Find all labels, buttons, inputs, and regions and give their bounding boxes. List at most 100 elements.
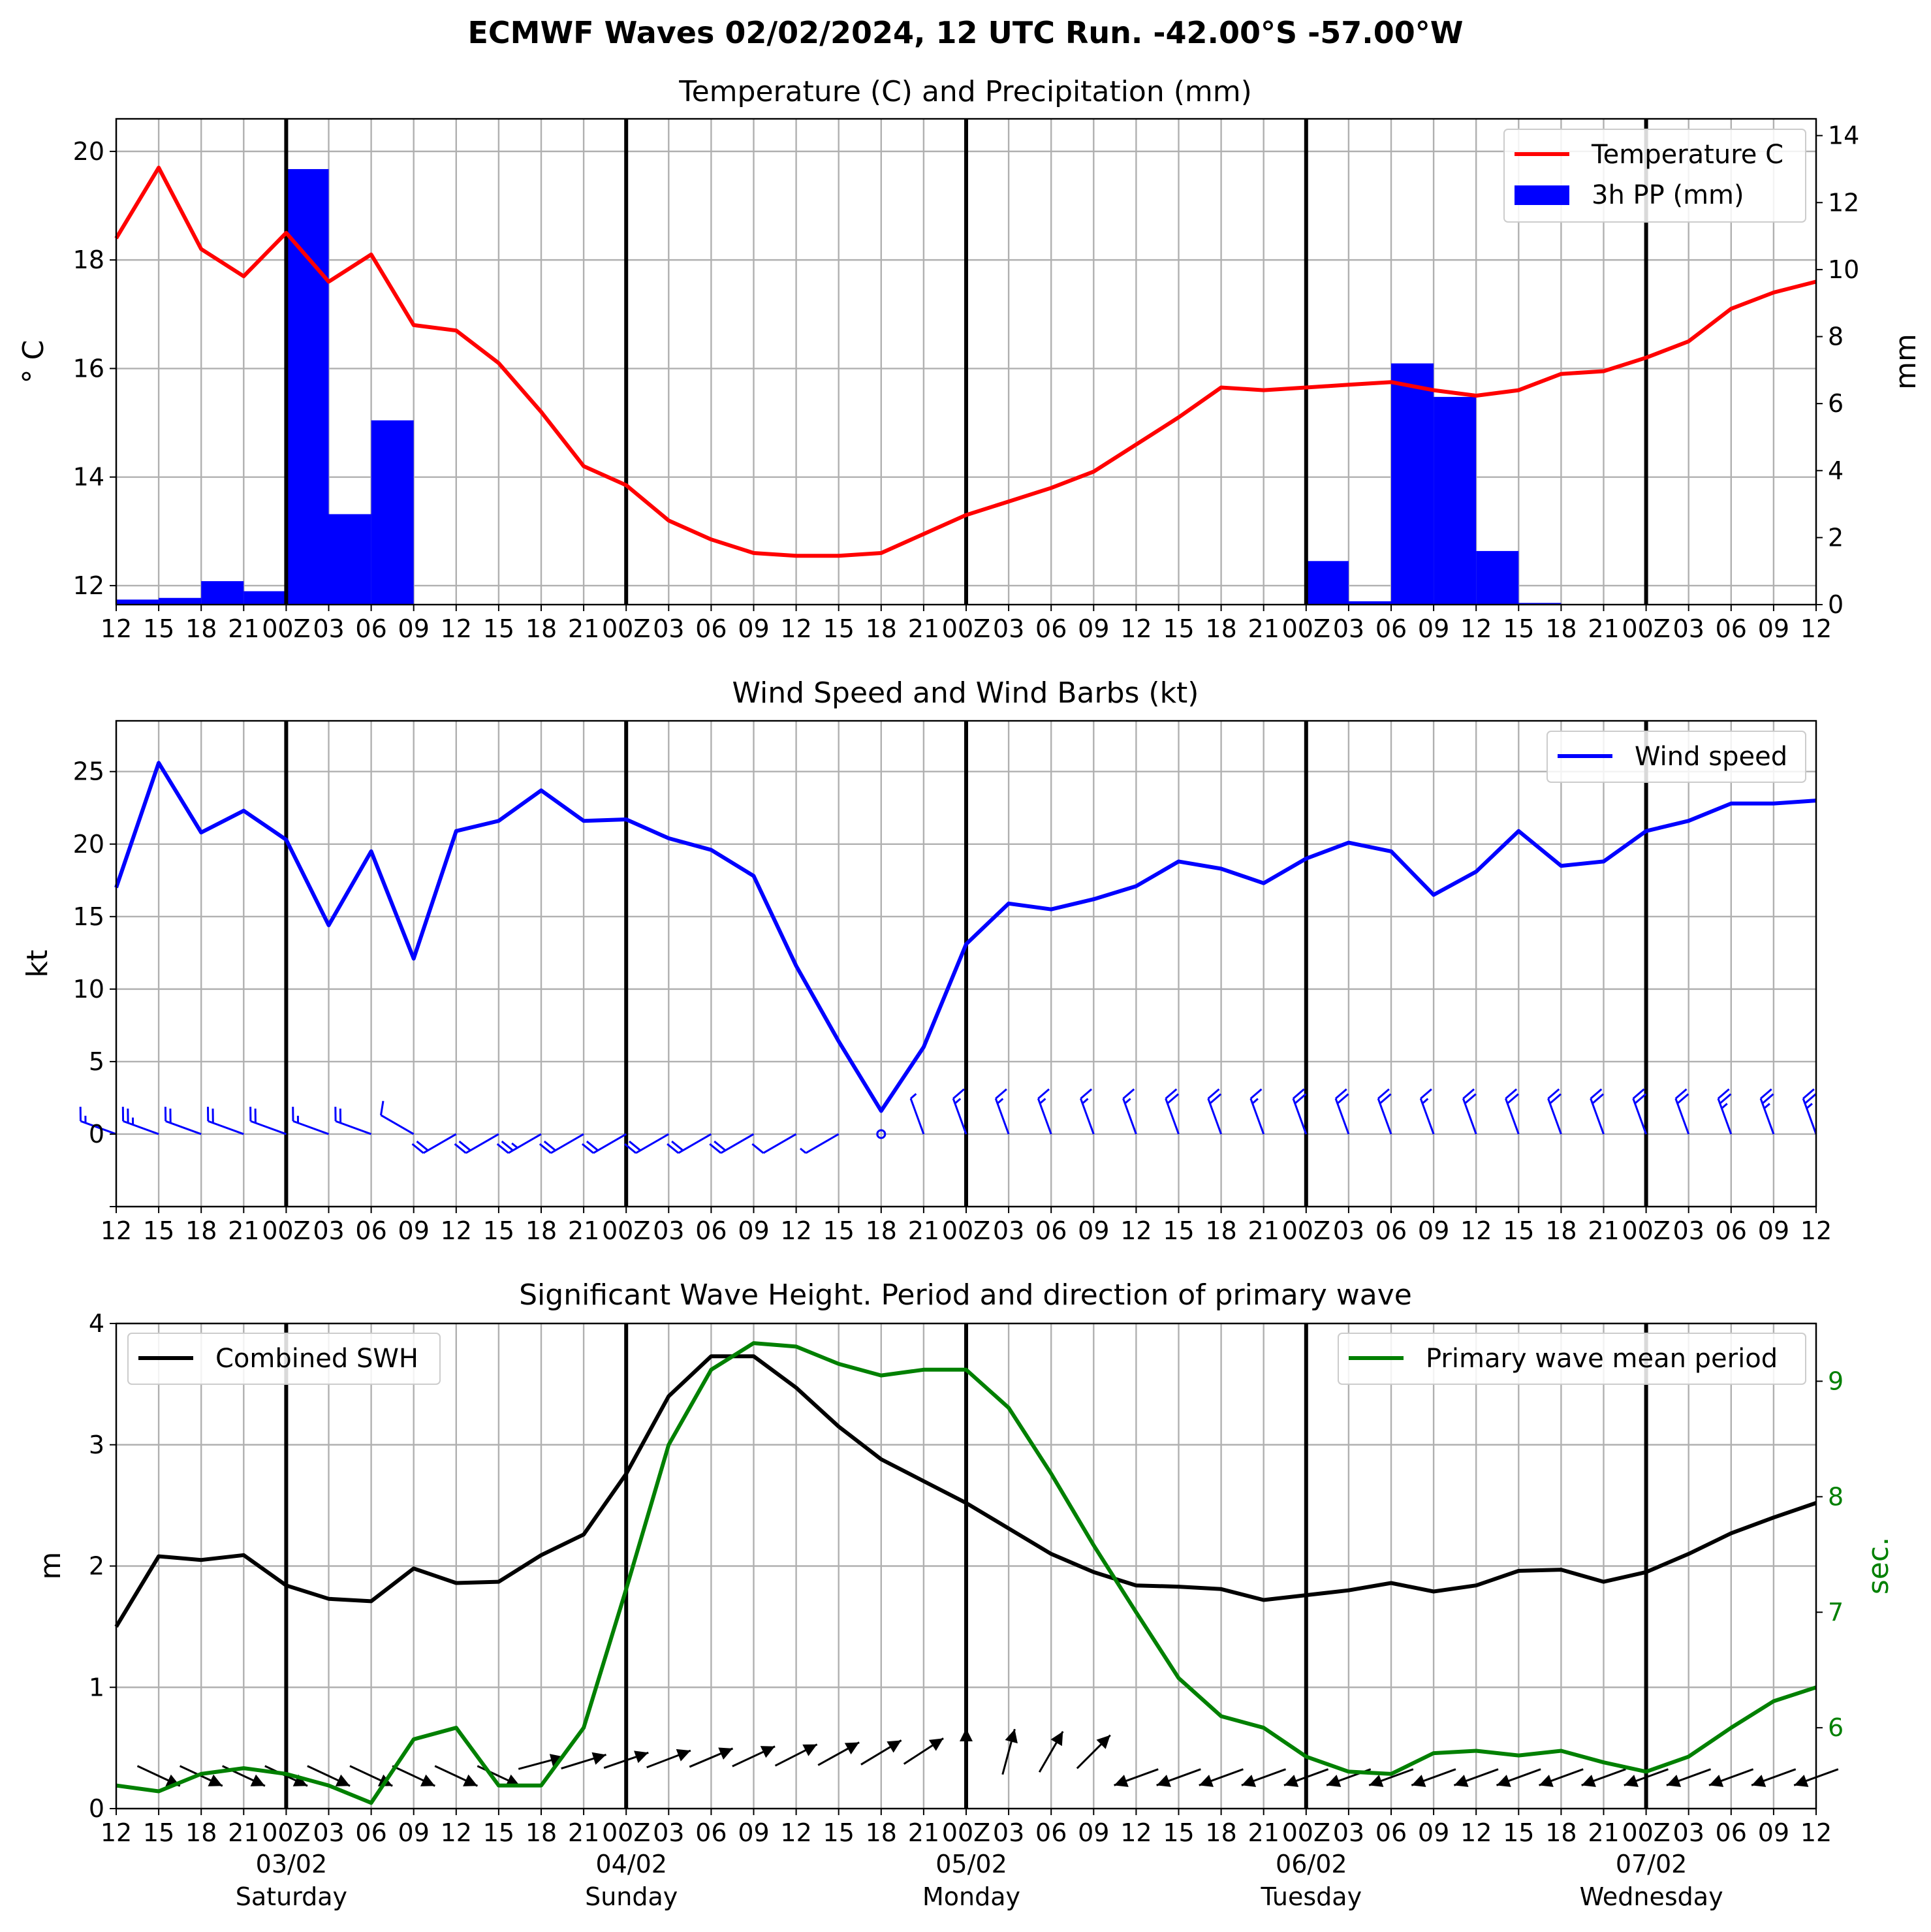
x-tick-label: 15	[1163, 1818, 1194, 1847]
panel1-ylabel-right: mm	[1889, 334, 1923, 390]
y2-tick-label: 7	[1828, 1598, 1844, 1626]
x-tick-label: 00Z	[1622, 614, 1670, 643]
y2-tick-label: 6	[1828, 389, 1844, 418]
x-tick-label: 12	[780, 1216, 811, 1245]
x-tick-label: 00Z	[602, 1818, 650, 1847]
x-tick-label: 03	[993, 614, 1024, 643]
x-tick-label: 03	[653, 614, 684, 643]
x-tick-label: 15	[823, 1216, 855, 1245]
figure-title: ECMWF Waves 02/02/2024, 12 UTC Run. -42.…	[467, 15, 1463, 50]
y-tick-label: 3	[89, 1431, 104, 1459]
panel2-ylabel: kt	[21, 950, 54, 978]
x-tick-label: 00Z	[942, 1818, 990, 1847]
day-date-label: 05/02	[935, 1850, 1007, 1878]
x-tick-label: 00Z	[942, 614, 990, 643]
x-tick-label: 15	[1163, 614, 1194, 643]
x-tick-label: 15	[1503, 1216, 1534, 1245]
x-tick-label: 12	[1460, 1818, 1492, 1847]
x-tick-label: 06	[355, 1818, 386, 1847]
x-tick-label: 21	[1248, 614, 1279, 643]
y-tick-label: 14	[73, 463, 104, 492]
x-tick-label: 06	[1375, 1216, 1407, 1245]
legend-wind-label: Wind speed	[1635, 742, 1787, 772]
x-tick-label: 15	[823, 1818, 855, 1847]
x-tick-label: 00Z	[1282, 1216, 1330, 1245]
y2-tick-label: 2	[1828, 523, 1844, 552]
panel3-ylabel-right: sec.	[1862, 1537, 1895, 1594]
x-tick-label: 09	[1418, 614, 1449, 643]
x-tick-label: 03	[993, 1216, 1024, 1245]
x-tick-label: 09	[1078, 1818, 1109, 1847]
x-tick-label: 03	[313, 1216, 344, 1245]
panel3-ylabel-left: m	[34, 1552, 67, 1580]
x-tick-label: 09	[1758, 1216, 1789, 1245]
y-tick-label: 15	[73, 902, 104, 931]
x-tick-label: 00Z	[942, 1216, 990, 1245]
x-tick-label: 09	[398, 1818, 430, 1847]
y2-tick-label: 0	[1828, 590, 1844, 619]
precip-bar	[1306, 561, 1349, 605]
x-tick-label: 12	[441, 614, 472, 643]
x-tick-label: 03	[653, 1818, 684, 1847]
y2-tick-label: 10	[1828, 255, 1859, 284]
x-tick-label: 21	[228, 1818, 259, 1847]
x-tick-label: 00Z	[1282, 1818, 1330, 1847]
day-date-label: 04/02	[595, 1850, 667, 1878]
day-name-label: Monday	[922, 1882, 1020, 1911]
x-tick-label: 21	[228, 614, 259, 643]
x-tick-label: 06	[355, 614, 386, 643]
legend-swh-label: Combined SWH	[215, 1344, 418, 1374]
legend-precip-label: 3h PP (mm)	[1592, 180, 1744, 210]
panel3-legend-right: Primary wave mean period	[1338, 1333, 1806, 1384]
y2-tick-label: 8	[1828, 323, 1844, 351]
x-tick-label: 06	[355, 1216, 386, 1245]
x-tick-label: 15	[483, 1818, 514, 1847]
x-tick-label: 12	[1120, 614, 1152, 643]
y-tick-label: 16	[73, 354, 104, 383]
x-tick-label: 21	[568, 614, 599, 643]
x-tick-label: 12	[101, 614, 132, 643]
y-tick-label: 0	[89, 1120, 104, 1148]
x-tick-label: 12	[1800, 1216, 1832, 1245]
x-tick-label: 18	[526, 1818, 557, 1847]
x-tick-label: 06	[1035, 614, 1067, 643]
x-tick-label: 00Z	[1622, 1216, 1670, 1245]
precip-bar	[159, 598, 201, 605]
day-name-label: Saturday	[236, 1882, 347, 1911]
y2-tick-label: 8	[1828, 1482, 1844, 1511]
x-tick-label: 12	[101, 1818, 132, 1847]
y2-tick-label: 4	[1828, 456, 1844, 485]
x-tick-label: 03	[313, 1818, 344, 1847]
precip-bar	[1391, 364, 1434, 605]
x-tick-label: 18	[1545, 1818, 1577, 1847]
x-tick-label: 00Z	[1282, 614, 1330, 643]
x-tick-label: 09	[1758, 1818, 1789, 1847]
x-tick-label: 00Z	[262, 614, 310, 643]
x-tick-label: 09	[1418, 1818, 1449, 1847]
x-tick-label: 03	[313, 614, 344, 643]
x-tick-label: 06	[695, 614, 727, 643]
precip-bar	[1476, 551, 1518, 605]
panel2-title: Wind Speed and Wind Barbs (kt)	[732, 676, 1199, 710]
precip-bar	[201, 581, 243, 605]
x-tick-label: 09	[398, 614, 430, 643]
precip-bar	[371, 420, 414, 605]
x-tick-label: 15	[1503, 1818, 1534, 1847]
panel1-title: Temperature (C) and Precipitation (mm)	[678, 75, 1252, 108]
x-tick-label: 18	[526, 1216, 557, 1245]
x-tick-label: 15	[1163, 1216, 1194, 1245]
x-tick-label: 18	[1545, 1216, 1577, 1245]
x-tick-label: 06	[1375, 614, 1407, 643]
x-tick-label: 12	[1120, 1216, 1152, 1245]
x-tick-label: 12	[1800, 614, 1832, 643]
x-tick-label: 21	[908, 1818, 939, 1847]
x-tick-label: 12	[1120, 1818, 1152, 1847]
panel3-title: Significant Wave Height. Period and dire…	[519, 1278, 1412, 1312]
x-tick-label: 06	[1716, 1216, 1747, 1245]
panel1-legend: Temperature C 3h PP (mm)	[1504, 129, 1806, 222]
x-tick-label: 00Z	[1622, 1818, 1670, 1847]
x-tick-label: 00Z	[262, 1216, 310, 1245]
x-tick-label: 18	[1205, 1818, 1236, 1847]
